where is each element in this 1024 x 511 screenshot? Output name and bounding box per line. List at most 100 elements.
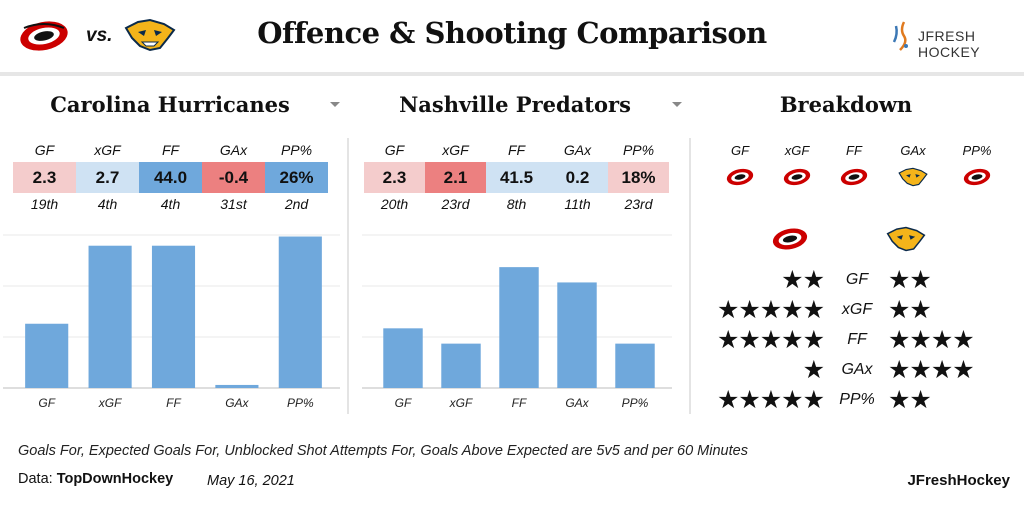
team2-stars: ★★ [888,296,932,324]
stat-rank: 19th [30,196,59,212]
stat-value: 44.0 [139,162,202,193]
date: May 16, 2021 [207,473,295,489]
stat-value: 18% [608,162,669,193]
stat-rank: 2nd [284,196,309,212]
breakdown-stat-label: FF [846,143,862,158]
bar-pp-pct [278,236,322,388]
breakdown-stat-label: xGF [784,143,810,158]
breakdown-row-label: GF [845,271,869,288]
stat-label: GAx [219,142,248,158]
team1-stars: ★ [802,356,825,384]
panel-divider-2 [689,138,691,414]
stat-value: 2.3 [13,162,76,193]
x-tick-label: GAx [225,396,249,410]
chart-nashville: GF xGF FF GAx PP% [362,234,672,410]
team1-stars: ★★★★★ [716,296,825,324]
bar-xgf [441,343,481,388]
header-divider [0,72,1024,76]
nashville-predators-logo [886,226,926,252]
bar-gax [557,282,597,388]
stat-value: 2.1 [425,162,486,193]
bar-xgf [88,245,132,388]
team2-stars: ★★ [888,266,932,294]
x-tick-label: xGF [98,396,122,410]
carolina-hurricanes-logo [772,228,808,250]
stat-label: FF [161,142,180,158]
stat-label: xGF [94,142,121,158]
data-source: Data: TopDownHockey [18,471,173,487]
nashville-predators-logo [898,167,928,187]
team2-stars: ★★★★ [888,356,975,384]
stat-rank: 23rd [624,196,653,212]
team2-stars: ★★★★ [888,326,975,354]
footnote: Goals For, Expected Goals For, Unblocked… [18,443,748,459]
breakdown-title: Breakdown [779,92,913,117]
stat-label: PP% [280,142,313,158]
stat-label: GF [34,142,55,158]
breakdown-leader [725,167,755,192]
stat-value: 2.3 [364,162,425,193]
page-title: Offence & Shooting Comparison [257,16,767,50]
x-tick-label: GF [395,396,412,410]
stat-label: FF [507,142,526,158]
stat-rank: 11th [564,196,591,212]
team2-logo [886,226,926,257]
x-tick-label: GAx [565,396,589,410]
x-tick-label: PP% [287,396,314,410]
data-source-name: TopDownHockey [56,471,174,487]
bar-gf [383,328,423,388]
breakdown-leader [782,167,812,192]
breakdown-leader [839,167,869,192]
team1-logo [770,226,810,257]
panel-title-nashville: Nashville Predators [399,92,631,117]
data-label: Data: [18,471,57,487]
brand: JFRESH HOCKEY [890,18,1020,60]
carolina-hurricanes-logo [963,168,991,186]
breakdown-leader [898,167,928,192]
chart-carolina: GF xGF FF GAx PP% [3,234,340,410]
stat-label: xGF [442,142,469,158]
team2-dropdown-icon[interactable] [672,102,682,107]
nashville-predators-logo [124,18,176,52]
breakdown-row-label: GAx [841,361,873,378]
stat-rank: 23rd [441,196,470,212]
brand-text: JFRESH HOCKEY [918,28,981,60]
team1-stars: ★★★★★ [716,386,825,414]
stat-value: 2.7 [76,162,139,193]
panel-divider-1 [347,138,349,414]
breakdown-row-label: PP% [839,391,875,408]
stat-label: GF [384,142,405,158]
carolina-hurricanes-logo [840,168,868,186]
stat-rank: 8th [506,196,527,212]
team1-dropdown-icon[interactable] [330,102,340,107]
breakdown-row-label: FF [847,331,867,348]
x-tick-label: FF [512,396,527,410]
bar-gax [215,384,259,388]
stat-rank: 4th [97,196,118,212]
carolina-hurricanes-logo [783,168,811,186]
stat-value: 41.5 [486,162,547,193]
vs-text: vs. [86,25,113,46]
stat-value: 26% [265,162,328,193]
team2-stars: ★★ [888,386,932,414]
signature: JFreshHockey [907,472,1010,489]
breakdown-leader [962,167,992,192]
bar-ff [151,245,196,388]
breakdown-stat-label: GAx [900,143,926,158]
carolina-hurricanes-logo [20,21,68,51]
stat-rank: 4th [160,196,181,212]
x-tick-label: GF [38,396,55,410]
stat-rank: 31st [220,196,247,212]
stat-value: -0.4 [202,162,265,193]
breakdown-stat-label: GF [730,143,750,158]
carolina-hurricanes-logo [726,168,754,186]
stat-rank: 20th [380,196,409,212]
jfresh-hockey-logo [892,21,908,51]
breakdown-row-label: xGF [841,301,873,318]
panel-title-carolina: Carolina Hurricanes [50,92,290,117]
team1-stars: ★★★★★ [716,326,825,354]
stat-value: 0.2 [547,162,608,193]
bar-gf [25,323,69,388]
stat-label: PP% [622,142,655,158]
header: vs. Offence & Shooting Comparison JFRESH… [0,0,1024,72]
